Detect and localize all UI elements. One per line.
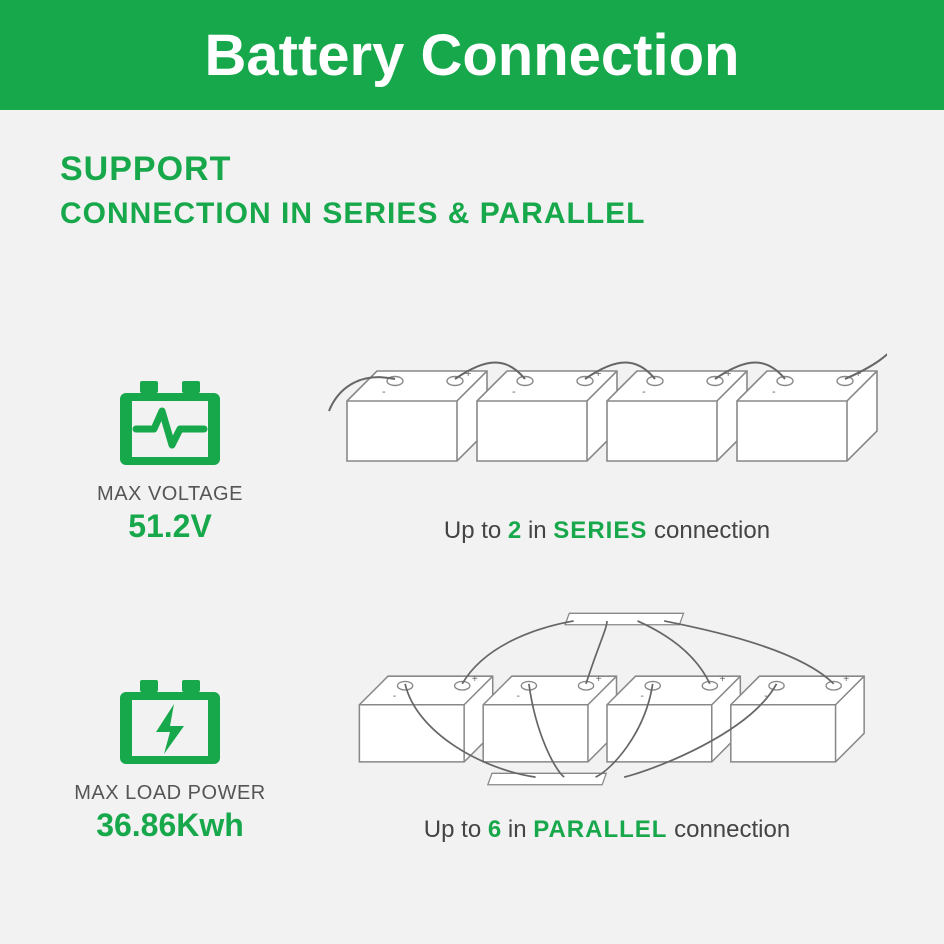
header-banner: Battery Connection [0, 0, 944, 110]
caption-text: Up to [444, 517, 508, 544]
series-diagram-col: - + Up [320, 301, 894, 545]
row-parallel: MAX LOAD POWER 36.86Kwh [60, 600, 894, 844]
spec-value: 36.86Kwh [60, 807, 280, 844]
caption-text: Up to [424, 816, 488, 843]
series-diagram: - + [327, 301, 887, 501]
caption-count: 2 [508, 517, 521, 544]
subtitle: CONNECTION IN SERIES & PARALLEL [60, 197, 894, 231]
caption-text: in [501, 816, 526, 843]
battery-pulse-icon [120, 379, 220, 469]
parallel-diagram-col: Up to 6 in PARALLEL connection [320, 600, 894, 844]
battery-bolt-icon [120, 678, 220, 768]
parallel-diagram [327, 600, 887, 800]
support-heading: SUPPORT [60, 150, 894, 189]
row-series: MAX VOLTAGE 51.2V - + [60, 301, 894, 545]
spec-label: MAX VOLTAGE [60, 483, 280, 506]
caption-count: 6 [488, 816, 501, 843]
caption-keyword: PARALLEL [533, 816, 667, 843]
parallel-caption: Up to 6 in PARALLEL connection [320, 816, 894, 844]
spec-max-load: MAX LOAD POWER 36.86Kwh [60, 678, 280, 844]
spec-label: MAX LOAD POWER [60, 782, 280, 805]
caption-text: connection [647, 517, 770, 544]
series-caption: Up to 2 in SERIES connection [320, 517, 894, 545]
caption-text: in [521, 517, 553, 544]
caption-keyword: SERIES [553, 517, 647, 544]
spec-max-voltage: MAX VOLTAGE 51.2V [60, 379, 280, 545]
spec-value: 51.2V [60, 508, 280, 545]
caption-text: connection [667, 816, 790, 843]
content-area: SUPPORT CONNECTION IN SERIES & PARALLEL … [0, 110, 944, 844]
page-title: Battery Connection [205, 22, 740, 89]
